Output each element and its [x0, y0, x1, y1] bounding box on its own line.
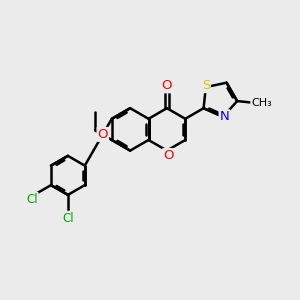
Text: Cl: Cl — [62, 212, 74, 225]
Text: N: N — [220, 110, 229, 123]
Text: O: O — [163, 149, 174, 162]
Text: O: O — [162, 79, 172, 92]
Text: Cl: Cl — [26, 193, 38, 206]
Text: O: O — [98, 128, 108, 141]
Text: CH₃: CH₃ — [251, 98, 272, 108]
Text: S: S — [202, 79, 210, 92]
